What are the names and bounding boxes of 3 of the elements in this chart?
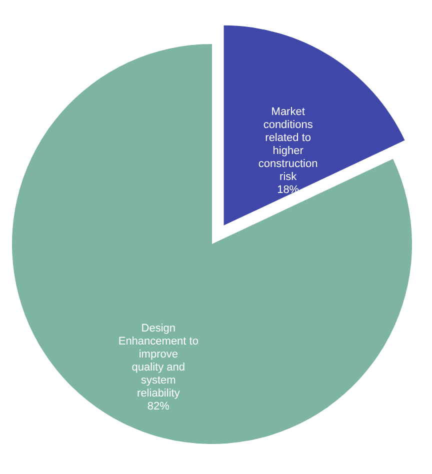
slice-label: Design Enhancement to improve quality and system reliability xyxy=(118,322,198,400)
slice-label: Market conditions related to higher construction risk xyxy=(258,106,318,184)
data-label: 82% xyxy=(147,400,170,412)
